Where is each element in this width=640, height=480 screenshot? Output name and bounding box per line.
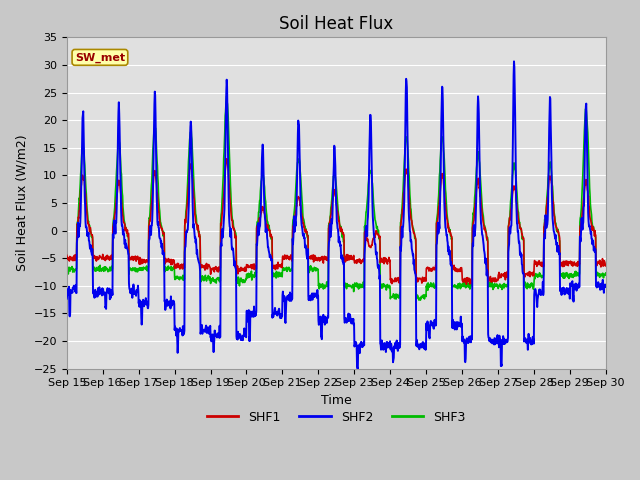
SHF2 [243, 308, 251, 313]
SHF3 [170, 266, 177, 272]
SHF2 [510, 59, 518, 64]
SHF3 [602, 270, 609, 276]
SHF1 [420, 277, 428, 283]
SHF2 [602, 284, 609, 289]
SHF1 [243, 264, 251, 270]
SHF1 [63, 252, 70, 258]
Y-axis label: Soil Heat Flux (W/m2): Soil Heat Flux (W/m2) [15, 134, 28, 271]
SHF3 [491, 283, 499, 289]
SHF2 [539, 288, 547, 293]
SHF2 [354, 367, 362, 373]
Legend: SHF1, SHF2, SHF3: SHF1, SHF2, SHF3 [202, 406, 470, 429]
SHF2 [170, 299, 177, 305]
SHF1 [170, 258, 177, 264]
SHF3 [183, 202, 191, 207]
SHF2 [183, 229, 191, 235]
Text: SW_met: SW_met [75, 52, 125, 62]
SHF3 [417, 297, 424, 303]
SHF1 [539, 264, 547, 269]
SHF3 [63, 263, 70, 268]
SHF2 [491, 335, 499, 341]
Line: SHF1: SHF1 [67, 159, 605, 284]
SHF3 [243, 272, 251, 277]
Line: SHF3: SHF3 [67, 96, 605, 300]
SHF3 [420, 296, 428, 302]
SHF1 [602, 262, 609, 268]
Line: SHF2: SHF2 [67, 61, 605, 370]
SHF2 [63, 296, 70, 301]
SHF3 [539, 273, 547, 279]
SHF3 [223, 93, 230, 99]
SHF1 [463, 281, 470, 287]
SHF1 [183, 208, 191, 214]
SHF1 [491, 279, 499, 285]
SHF2 [420, 343, 428, 348]
Title: Soil Heat Flux: Soil Heat Flux [279, 15, 394, 33]
X-axis label: Time: Time [321, 394, 351, 407]
SHF1 [223, 156, 230, 162]
